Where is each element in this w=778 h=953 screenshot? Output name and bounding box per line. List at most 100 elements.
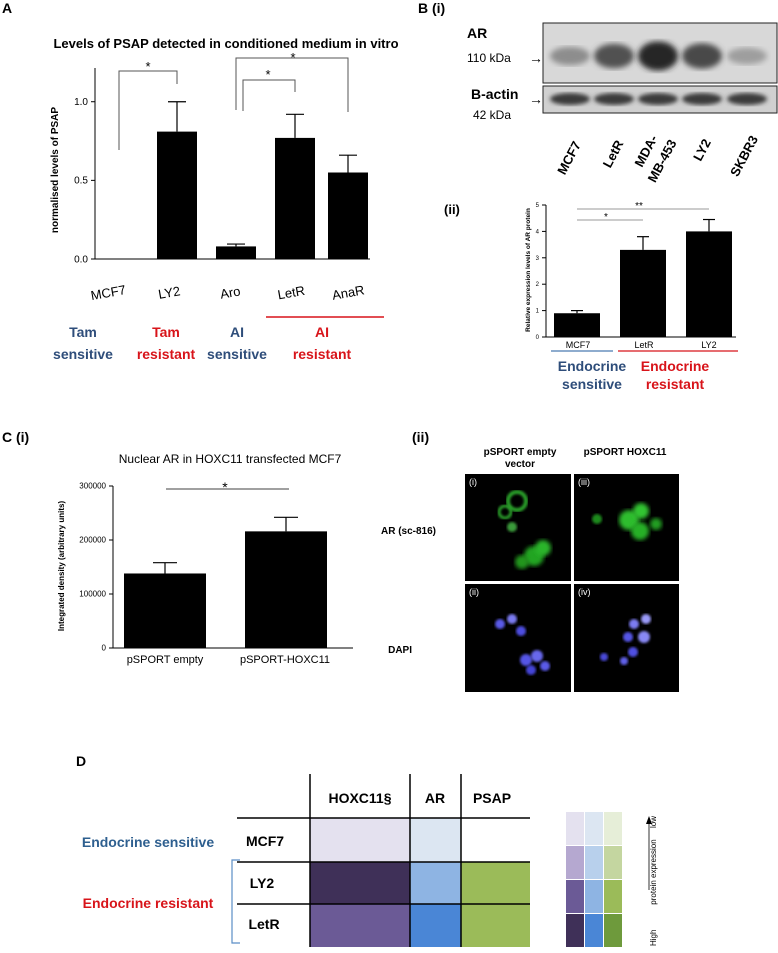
panel-b-ii-bars (554, 231, 732, 337)
actin-band (682, 93, 722, 105)
a-category-label: LetR (276, 283, 306, 303)
sig-mark: * (290, 50, 295, 65)
nucleus (629, 619, 639, 629)
sig-bracket-mcf7-ly2 (118, 70, 178, 150)
expression-cell (410, 862, 461, 904)
legend-swatch (566, 812, 584, 845)
actin-band (638, 93, 678, 105)
a-category-label: Aro (219, 283, 242, 301)
legend-swatch (585, 880, 603, 913)
actin-band (727, 93, 767, 105)
panel-a-title: Levels of PSAP detected in conditioned m… (53, 36, 398, 51)
tile-label: (i) (469, 477, 477, 487)
sig-mark: * (145, 59, 150, 74)
group-label: Tam (152, 324, 180, 340)
bar (216, 246, 256, 259)
group-label: sensitive (207, 346, 267, 362)
a-category-label: LY2 (157, 283, 181, 302)
actin-band (594, 93, 634, 105)
y-tick-label: 5 (536, 203, 540, 209)
panel-a-ylabel: normalised levels of PSAP (50, 107, 61, 233)
group-label: Endocrine sensitive (82, 834, 214, 850)
nucleus (600, 653, 608, 661)
nucleus (540, 661, 550, 671)
c-category-label: pSPORT-HOXC11 (240, 654, 330, 666)
col-header: AR (425, 790, 445, 806)
y-tick-label: 100000 (79, 590, 106, 599)
y-tick-label: 4 (536, 229, 540, 235)
panel-c-letter: C (i) (2, 429, 29, 445)
panel-a-ticks: 0.0 0.5 1.0 (74, 97, 95, 265)
sig-mark: ** (635, 201, 643, 212)
panel-a-bars (157, 131, 368, 259)
expression-cell (461, 904, 530, 947)
bar (554, 313, 600, 337)
col-header: vector (505, 459, 535, 470)
panel-c-ii: (ii) pSPORT empty vector pSPORT HOXC11 A… (381, 429, 680, 693)
bar (620, 249, 666, 337)
panel-b-ii-ticks: 0 1 2 3 4 5 (536, 203, 546, 341)
row-label: DAPI (388, 645, 412, 656)
c-category-label: pSPORT empty (127, 654, 204, 666)
bar (275, 137, 315, 259)
cell (535, 540, 551, 556)
row-label: MCF7 (246, 833, 284, 849)
lane-label: MCF7 (554, 139, 584, 177)
legend-axis-label: protein expression (649, 839, 658, 904)
group-label: Endocrine (558, 358, 627, 374)
row-label: LetR (248, 916, 279, 932)
y-tick-label: 300000 (79, 482, 106, 491)
arrow-up-icon (646, 816, 652, 824)
sig-bracket-aro-letr (242, 79, 296, 111)
nucleus (516, 626, 526, 636)
nucleus (531, 650, 543, 662)
nucleus (495, 619, 505, 629)
b-category-label: LetR (634, 340, 654, 350)
legend-swatch (585, 846, 603, 879)
ar-band (638, 41, 678, 71)
nucleus (526, 665, 536, 675)
panel-c-error-bars (153, 516, 298, 574)
a-category-label: AnaR (331, 282, 366, 302)
ar-band (594, 43, 634, 69)
nucleus (628, 647, 638, 657)
blot-name: AR (467, 25, 487, 41)
arrow-icon: → (529, 50, 543, 66)
cell (650, 518, 662, 530)
group-label: resistant (137, 346, 196, 362)
bar (328, 172, 368, 259)
panel-d: D HOXC11§ AR PSAP MCF7 LY2 LetR Endocrin… (76, 753, 658, 947)
sig-mark: * (265, 67, 270, 82)
panel-c-ii-letter: (ii) (412, 429, 429, 445)
expression-cell (461, 862, 530, 904)
nucleus (638, 631, 650, 643)
bar (157, 131, 197, 259)
panel-a-error-bars (168, 101, 357, 247)
group-label: Tam (69, 324, 97, 340)
lane-label: LetR (600, 137, 627, 170)
bar (245, 531, 327, 648)
y-tick-label: 0.5 (74, 176, 88, 187)
panel-c-i: C (i) Nuclear AR in HOXC11 transfected M… (2, 429, 353, 666)
expression-grid (310, 818, 530, 947)
b-category-label: LY2 (701, 340, 716, 350)
y-tick-label: 0 (536, 335, 540, 341)
legend-swatch (566, 880, 584, 913)
actin-blot-bands (550, 93, 767, 105)
expression-cell (310, 818, 410, 862)
panel-c-bars (124, 531, 327, 648)
nucleus (520, 654, 532, 666)
nucleus (641, 614, 651, 624)
ar-band (682, 43, 722, 69)
legend-low: low (649, 816, 658, 828)
dapi-nuclei-empty (495, 614, 550, 675)
col-header: pSPORT empty (484, 447, 557, 458)
cell (631, 522, 649, 540)
panel-b-i: B (i) AR 110 kDa → B-actin 42 kDa → MCF7… (418, 0, 778, 185)
group-label: Endocrine resistant (83, 895, 214, 911)
col-header: PSAP (473, 790, 511, 806)
y-tick-label: 1 (536, 309, 540, 315)
sig-bracket-aro-anar (235, 57, 349, 112)
group-label: AI (315, 324, 329, 340)
nucleus (507, 614, 517, 624)
